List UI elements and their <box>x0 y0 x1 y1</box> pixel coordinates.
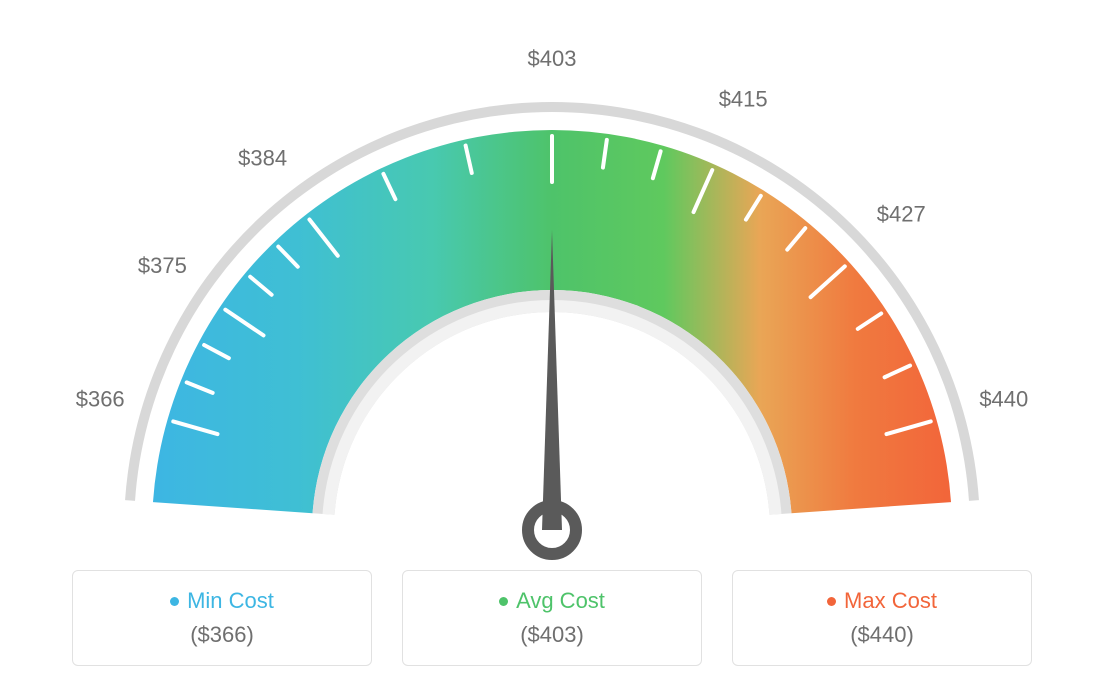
legend-title-min: Min Cost <box>170 588 274 614</box>
legend-label-avg: Avg Cost <box>516 588 605 614</box>
legend-value-max: ($440) <box>850 622 914 648</box>
legend-box-min: Min Cost ($366) <box>72 570 372 666</box>
gauge-tick-label: $375 <box>138 253 187 278</box>
legend-value-min: ($366) <box>190 622 254 648</box>
gauge-tick-label: $384 <box>238 145 287 170</box>
legend: Min Cost ($366) Avg Cost ($403) Max Cost… <box>72 570 1032 666</box>
legend-box-avg: Avg Cost ($403) <box>402 570 702 666</box>
legend-label-max: Max Cost <box>844 588 937 614</box>
legend-label-min: Min Cost <box>187 588 274 614</box>
gauge-tick-label: $366 <box>76 386 125 411</box>
legend-box-max: Max Cost ($440) <box>732 570 1032 666</box>
gauge-tick-label: $440 <box>979 386 1028 411</box>
gauge-svg: $366 $375 $384 $403 $415 $427 $440 <box>52 10 1052 570</box>
legend-dot-min <box>170 597 179 606</box>
legend-title-avg: Avg Cost <box>499 588 605 614</box>
legend-value-avg: ($403) <box>520 622 584 648</box>
gauge-tick-label: $427 <box>877 201 926 226</box>
legend-dot-avg <box>499 597 508 606</box>
legend-title-max: Max Cost <box>827 588 937 614</box>
gauge-tick-label: $415 <box>719 86 768 111</box>
gauge-chart: $366 $375 $384 $403 $415 $427 $440 <box>52 10 1052 570</box>
legend-dot-max <box>827 597 836 606</box>
gauge-tick-label: $403 <box>528 46 577 71</box>
